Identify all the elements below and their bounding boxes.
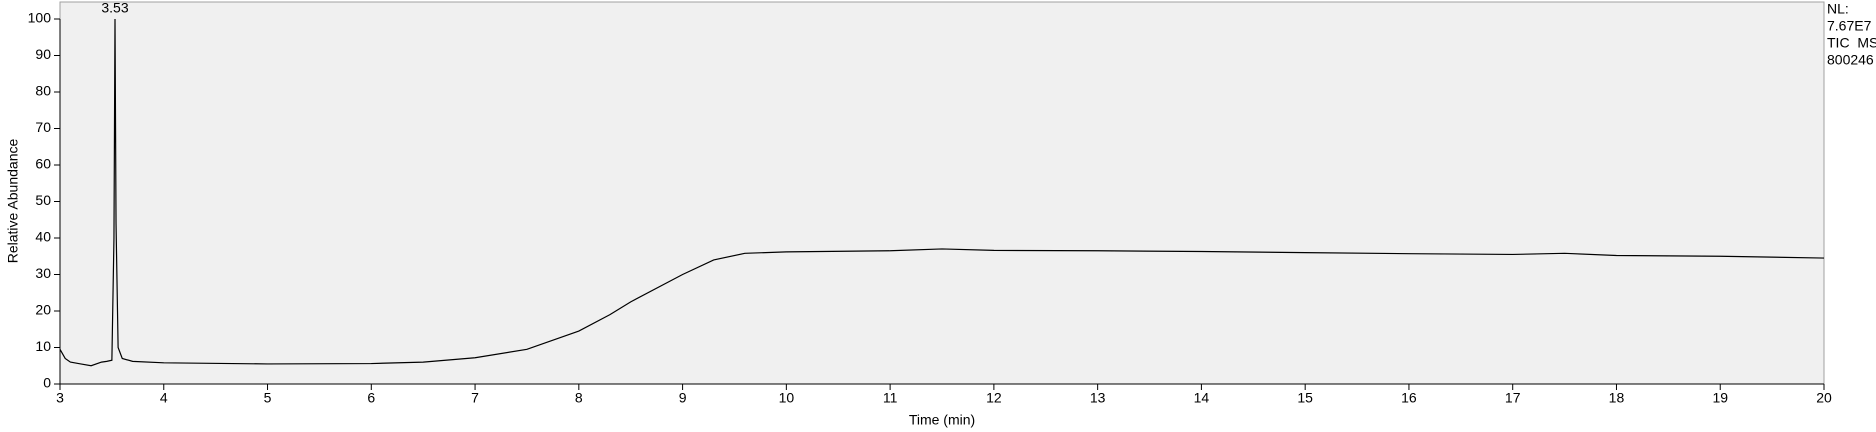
x-tick-label: 11 [883,390,898,406]
x-tick-label: 5 [264,390,272,406]
x-tick-label: 3 [56,390,64,406]
x-tick-label: 18 [1609,390,1625,406]
x-axis-label: Time (min) [909,412,975,428]
y-tick-label: 40 [35,229,51,245]
x-tick-label: 16 [1401,390,1417,406]
y-tick-label: 90 [35,46,51,62]
x-tick-label: 9 [679,390,687,406]
x-tick-label: 8 [575,390,583,406]
info-text: 7.67E7 [1827,18,1872,34]
x-tick-label: 10 [779,390,795,406]
x-tick-label: 6 [367,390,375,406]
x-tick-label: 14 [1194,390,1210,406]
info-text: 800246 [1827,52,1874,68]
y-tick-label: 20 [35,302,51,318]
y-tick-label: 10 [35,338,51,354]
info-text: TIC MS [1827,35,1876,51]
x-tick-label: 19 [1712,390,1728,406]
y-tick-label: 70 [35,119,51,135]
x-tick-label: 12 [986,390,1002,406]
y-tick-label: 0 [43,375,51,391]
plot-area [59,1,1825,385]
y-tick-label: 50 [35,192,51,208]
x-tick-label: 20 [1816,390,1832,406]
y-tick-label: 60 [35,156,51,172]
y-tick-label: 80 [35,83,51,99]
x-tick-label: 15 [1297,390,1313,406]
y-axis-label: Relative Abundance [5,139,21,264]
x-tick-label: 7 [471,390,479,406]
trace [59,18,1825,367]
y-tick-label: 100 [28,10,52,26]
info-text: NL: [1827,1,1849,17]
x-tick-label: 17 [1505,390,1521,406]
x-tick-label: 4 [160,390,168,406]
peak-label: 3.53 [101,0,128,16]
x-tick-label: 13 [1090,390,1106,406]
y-tick-label: 30 [35,265,51,281]
